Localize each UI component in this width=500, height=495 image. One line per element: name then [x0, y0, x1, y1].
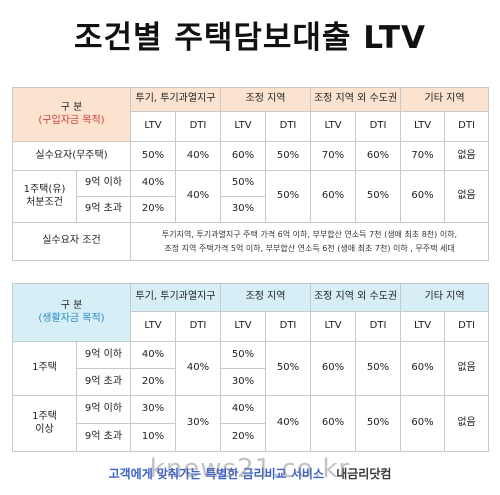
value-cell: 60% — [310, 170, 357, 223]
value-cell: 30% — [220, 368, 266, 396]
table1-dti-header: DTI — [444, 111, 490, 142]
value-cell: 20% — [130, 368, 176, 396]
value-cell: 50% — [264, 341, 312, 396]
table1-region-header: 투기, 투기과열지구 — [130, 87, 221, 112]
table2-region-header: 투기, 투기과열지구 — [130, 283, 221, 312]
purchase-ltv-table: 구 분 (구입자금 목적) 투기, 투기과열지구 조정 지역 조정 지역 외 수… — [12, 87, 490, 261]
table2-dti-header: DTI — [264, 311, 312, 342]
sub-label-over-900m: 9억 초과 — [76, 196, 131, 223]
value-cell: 70% — [400, 141, 446, 171]
table-row: 1주택(유) 처분조건 9억 이하 40% 40% 50% 50% 60% 50… — [12, 170, 490, 223]
sub-label-over-900m: 9억 초과 — [76, 423, 131, 452]
table1-ltv-header: LTV — [130, 111, 176, 142]
value-cell: 50% — [264, 170, 312, 223]
value-cell: 없음 — [444, 341, 490, 396]
table2-region-header: 기타 지역 — [400, 283, 490, 312]
row-label-one-or-more-house: 1주택 이상 — [12, 395, 77, 452]
sub-label-under-900m: 9억 이하 — [76, 341, 131, 369]
value-cell: 40% — [130, 341, 176, 369]
table-row: 9억 초과 10% 20% — [13, 423, 489, 452]
page-title: 조건별 주택담보대출 LTV — [73, 20, 427, 56]
value-cell: 70% — [310, 141, 357, 171]
value-cell: 60% — [400, 395, 446, 452]
value-cell: 50% — [130, 141, 176, 171]
value-cell: 60% — [400, 341, 446, 396]
table1-corner-header: 구 분 (구입자금 목적) — [12, 87, 131, 142]
value-cell: 없음 — [444, 395, 490, 452]
table1-corner-sublabel: (구입자금 목적) — [38, 114, 105, 126]
table1-dti-header: DTI — [175, 111, 221, 142]
table2-ltv-header: LTV — [400, 311, 446, 342]
value-cell: 30% — [175, 395, 221, 452]
table2-corner-label: 구 분 — [60, 300, 83, 311]
conditions-text: 투기지역, 투기과열지구 주택 가격 6억 이하, 부부합산 연소득 7천 (생… — [129, 222, 490, 261]
table2-region-header: 조정 지역 — [219, 283, 312, 312]
sub-label-under-900m: 9억 이하 — [76, 395, 131, 424]
value-cell: 40% — [130, 170, 176, 197]
value-cell: 40% — [220, 395, 266, 424]
value-cell: 60% — [400, 170, 446, 223]
value-cell: 10% — [130, 423, 176, 452]
value-cell: 60% — [355, 141, 402, 171]
value-cell: 30% — [130, 395, 176, 424]
table2-corner-sublabel: (생활자금 목적) — [38, 312, 105, 324]
table2-dti-header: DTI — [444, 311, 490, 342]
conditions-line: 투기지역, 투기과열지구 주택 가격 6억 이하, 부부합산 연소득 7천 (생… — [161, 229, 458, 239]
table1-corner-label: 구 분 — [60, 102, 83, 113]
value-cell: 60% — [310, 341, 357, 396]
row-label-line: 1주택(유) — [23, 184, 66, 195]
table-row: 실수요자(무주택) 50% 40% 60% 50% 70% 60% 70% 없음 — [12, 141, 490, 171]
table2-dti-header: DTI — [355, 311, 402, 342]
row-label-one-house-disposal: 1주택(유) 처분조건 — [12, 170, 77, 223]
value-cell: 없음 — [444, 170, 490, 223]
value-cell: 50% — [355, 395, 402, 452]
table2-corner-header: 구 분 (생활자금 목적) — [12, 283, 131, 342]
row-label-line: 처분조건 — [26, 196, 63, 208]
row-label-line: 이상 — [35, 423, 54, 435]
value-cell: 50% — [220, 170, 266, 197]
table1-dti-header: DTI — [264, 111, 312, 142]
table1-region-header: 기타 지역 — [400, 87, 490, 112]
value-cell: 30% — [220, 196, 266, 223]
table1-dti-header: DTI — [355, 111, 402, 142]
footer-slogan: 고객에게 맞춰가는 특별한 금리비교 서비스 — [108, 467, 325, 481]
table1-ltv-header: LTV — [220, 111, 266, 142]
table2-region-header: 조정 지역 외 수도권 — [310, 283, 402, 312]
value-cell: 40% — [175, 341, 221, 396]
value-cell: 50% — [220, 341, 266, 369]
value-cell: 20% — [130, 196, 176, 223]
table2-ltv-header: LTV — [130, 311, 176, 342]
value-cell: 50% — [355, 170, 402, 223]
table1-region-header: 조정 지역 외 수도권 — [310, 87, 402, 112]
conditions-line: 조정 지역 주택가격 5억 이하, 부부합산 연소득 6천 (생애 최초 7천)… — [164, 243, 455, 253]
value-cell: 50% — [355, 341, 402, 396]
row-label-one-house: 1주택 — [12, 341, 77, 396]
value-cell: 40% — [175, 141, 221, 171]
value-cell: 60% — [310, 395, 357, 452]
table1-ltv-header: LTV — [310, 111, 357, 142]
value-cell: 40% — [264, 395, 312, 452]
table-row: 1주택 이상 9억 이하 30% 30% 40% 40% 60% 50% 60%… — [12, 395, 490, 452]
row-label-line: 1주택 — [32, 411, 57, 422]
table1-region-header: 조정 지역 — [219, 87, 312, 112]
value-cell: 없음 — [444, 141, 490, 171]
table2-ltv-header: LTV — [310, 311, 357, 342]
living-fund-ltv-table: 구 분 (생활자금 목적) 투기, 투기과열지구 조정 지역 조정 지역 외 수… — [12, 283, 490, 452]
value-cell: 60% — [220, 141, 266, 171]
table1-ltv-header: LTV — [400, 111, 446, 142]
value-cell: 50% — [264, 141, 312, 171]
table-row: 실수요자 조건 투기지역, 투기과열지구 주택 가격 6억 이하, 부부합산 연… — [12, 222, 490, 261]
table-row: 1주택 9억 이하 40% 40% 50% 50% 60% 50% 60% 없음 — [12, 341, 490, 396]
table2-dti-header: DTI — [175, 311, 221, 342]
sub-label-under-900m: 9억 이하 — [76, 170, 131, 197]
sub-label-over-900m: 9억 초과 — [76, 368, 131, 396]
value-cell: 40% — [175, 170, 221, 223]
row-label-actual-user: 실수요자(무주택) — [12, 141, 131, 171]
row-label-conditions: 실수요자 조건 — [12, 222, 131, 261]
table-row: 9억 초과 20% 30% — [13, 368, 489, 396]
table2-ltv-header: LTV — [220, 311, 266, 342]
footer: 고객에게 맞춰가는 특별한 금리비교 서비스 내금리닷컴 — [0, 465, 500, 482]
value-cell: 20% — [220, 423, 266, 452]
footer-brand: 내금리닷컴 — [336, 467, 392, 481]
